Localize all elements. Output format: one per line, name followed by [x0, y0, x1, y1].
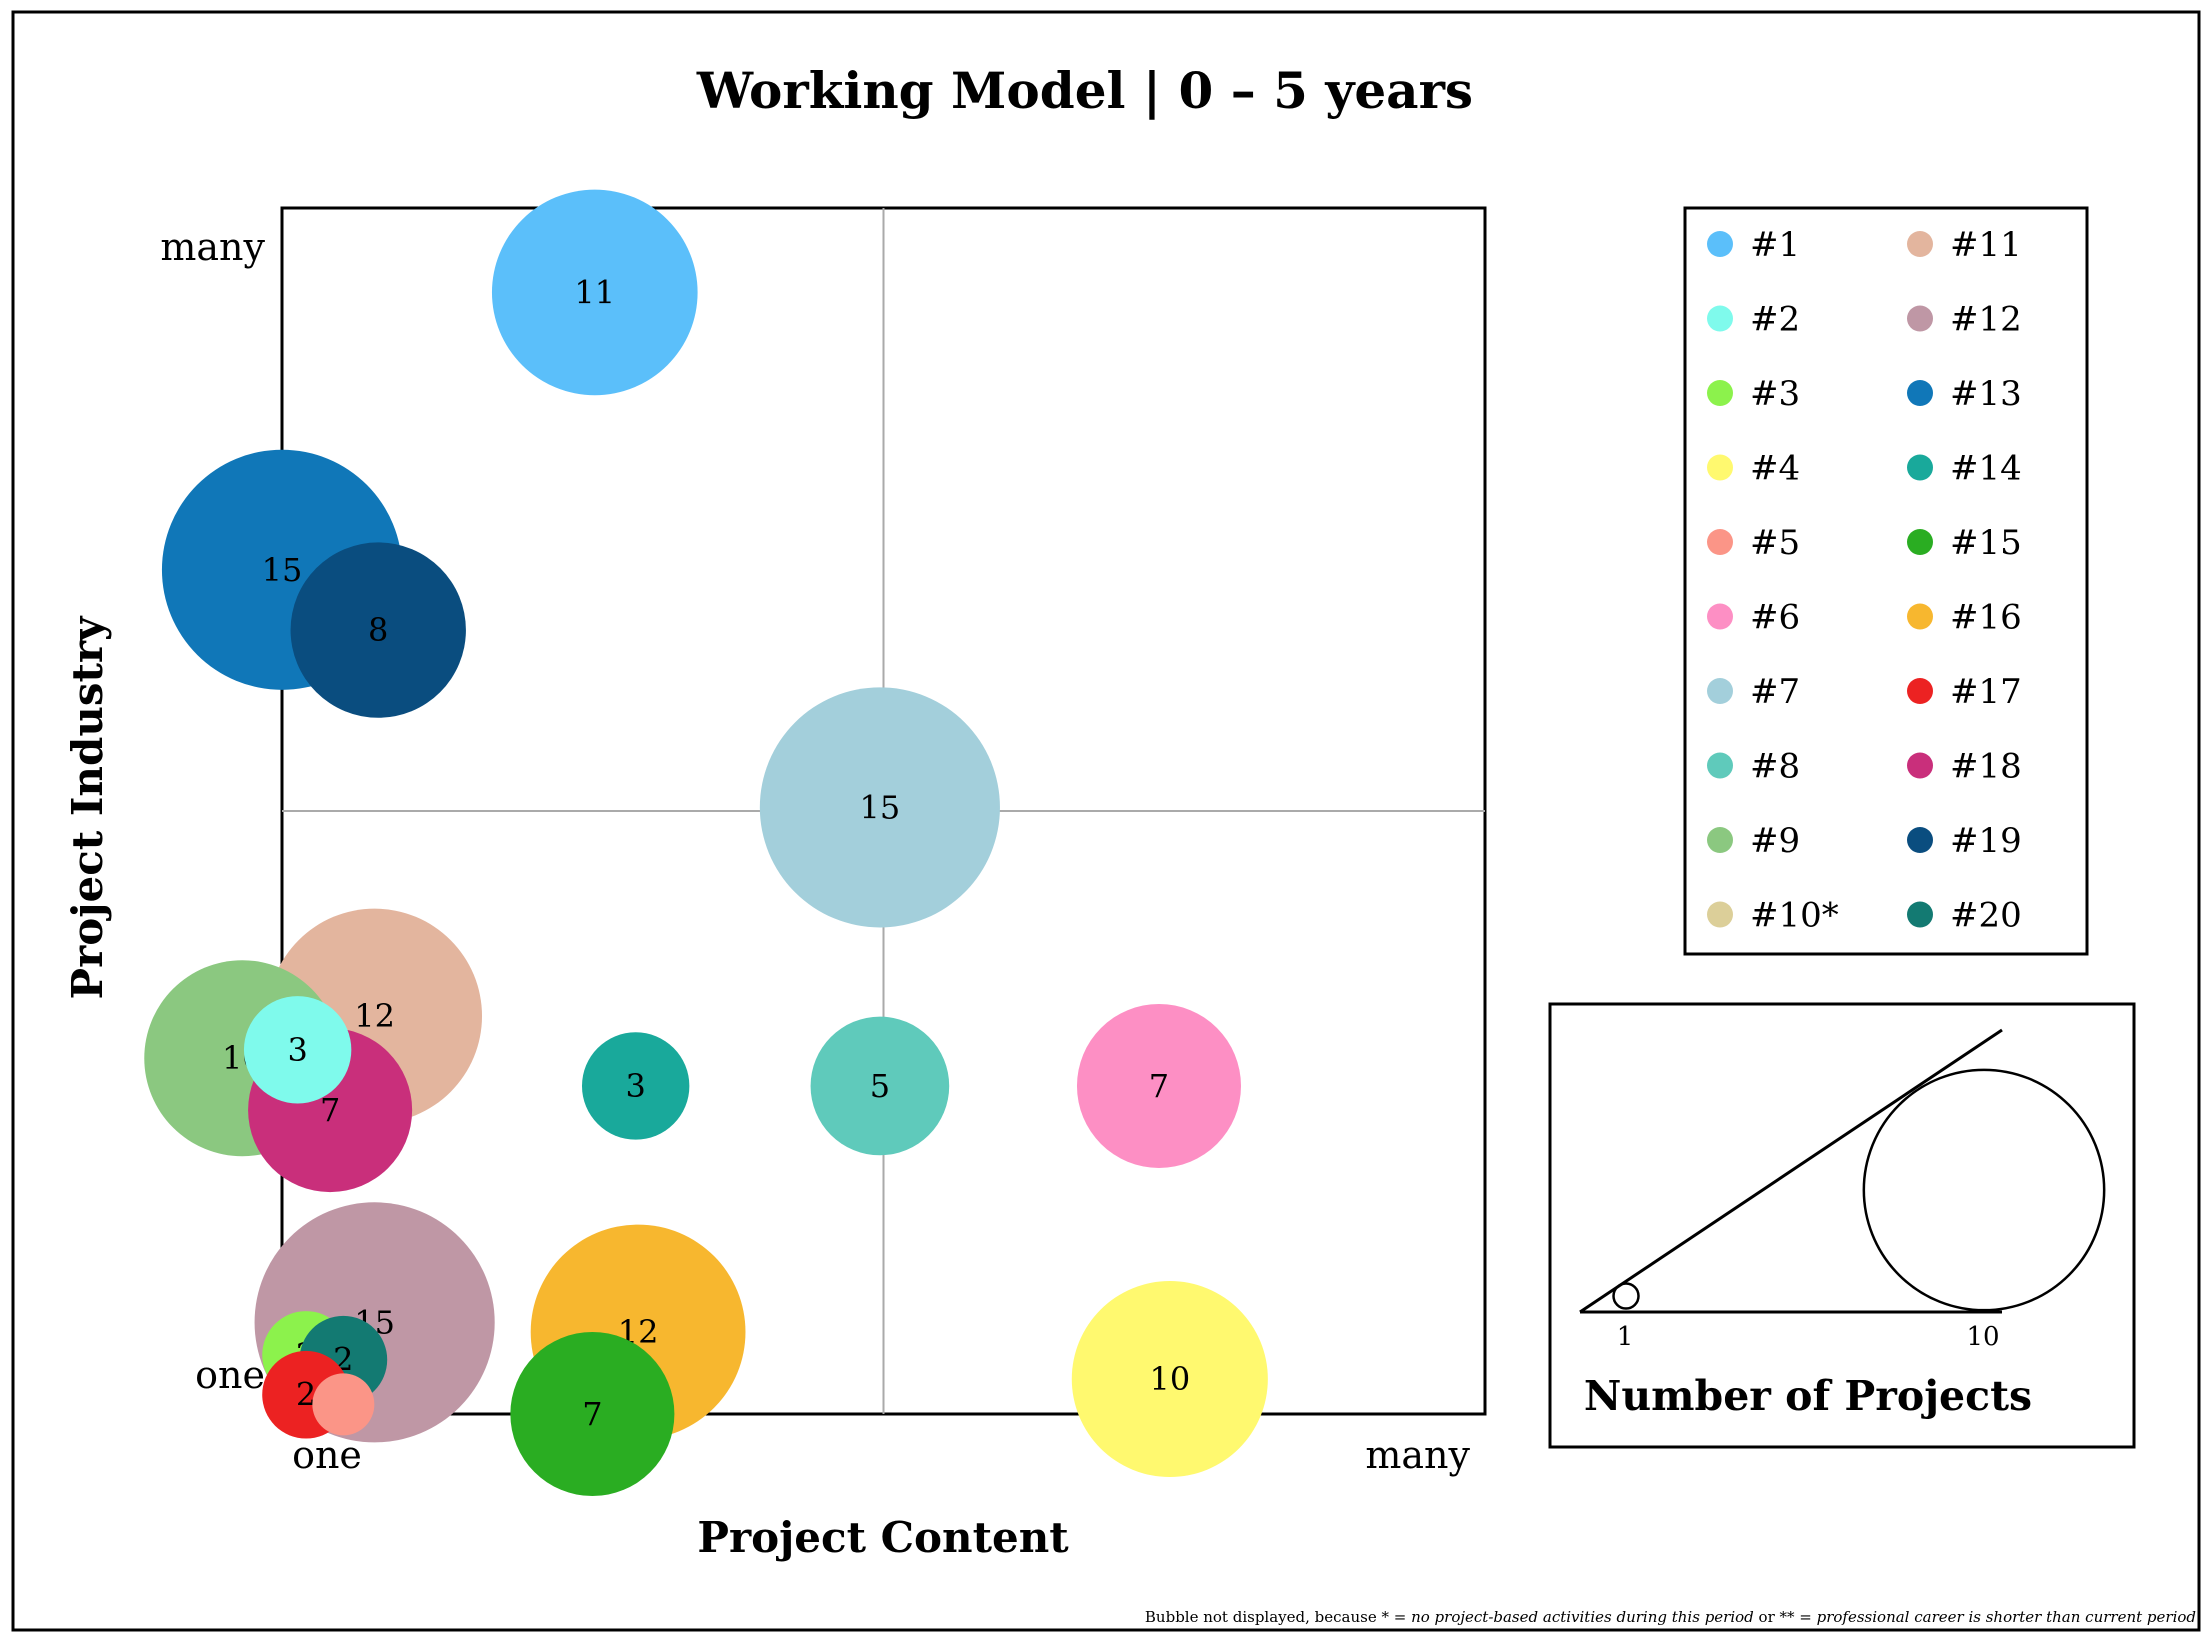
bubble-1 — [491, 189, 698, 396]
bubble-label-11: 12 — [354, 997, 395, 1035]
bubble-6 — [1076, 1003, 1242, 1168]
size-key-max-label: 10 — [1966, 1322, 1999, 1352]
legend-swatch-15 — [1907, 529, 1933, 555]
legend-label-12: #12 — [1950, 300, 2022, 340]
y-axis-label: Project Industry — [63, 615, 112, 999]
legend-label-18: #18 — [1950, 747, 2022, 787]
y-tick-label-many: many — [160, 225, 265, 269]
footnote-middle: or ** = — [1754, 1608, 1817, 1626]
bubble-label-8: 5 — [870, 1067, 890, 1105]
legend-swatch-17 — [1907, 678, 1933, 704]
legend-label-16: #16 — [1950, 598, 2022, 638]
x-tick-label-many: many — [1365, 1433, 1470, 1477]
legend-swatch-4 — [1707, 454, 1733, 481]
legend-label-1: #1 — [1750, 225, 1800, 265]
bubble-label-18: 7 — [320, 1091, 340, 1129]
legend-label-17: #17 — [1950, 672, 2022, 712]
bubble-14 — [581, 1032, 690, 1140]
bubble-5 — [312, 1373, 375, 1436]
legend-swatch-14 — [1907, 454, 1933, 481]
footnote: Bubble not displayed, because * = no pro… — [1145, 1608, 2196, 1626]
size-key-min-label: 1 — [1617, 1322, 1634, 1352]
x-axis-label: Project Content — [697, 1513, 1069, 1562]
legend-swatch-6 — [1707, 603, 1733, 630]
size-key-max-circle — [1862, 1068, 2106, 1312]
bubble-8 — [810, 1016, 950, 1156]
bubble-label-7: 15 — [860, 788, 901, 826]
legend-swatch-12 — [1907, 305, 1933, 332]
legend-swatch-10 — [1707, 901, 1733, 928]
bubble-15 — [510, 1331, 675, 1497]
bubble-label-13: 15 — [262, 551, 303, 589]
bubble-label-19: 8 — [368, 611, 388, 649]
bubble-label-15: 7 — [582, 1395, 602, 1433]
legend-swatch-20 — [1907, 901, 1933, 928]
legend-swatch-2 — [1707, 305, 1733, 332]
legend-swatch-19 — [1907, 827, 1933, 853]
bubble-label-6: 7 — [1149, 1067, 1169, 1105]
footnote-reason-2: professional career is shorter than curr… — [1817, 1608, 2196, 1626]
bubble-19 — [290, 542, 466, 718]
footnote-reason-1: no project-based activities during this … — [1411, 1608, 1754, 1626]
size-key-min-circle — [1612, 1282, 1640, 1310]
legend-frame — [1683, 206, 2089, 956]
legend-label-9: #9 — [1750, 821, 1800, 861]
legend-label-8: #8 — [1750, 747, 1800, 787]
legend-label-3: #3 — [1750, 374, 1800, 414]
size-key: 1 10 Number of Projects — [1548, 1002, 2136, 1449]
size-key-slope-line — [1579, 1028, 2003, 1314]
legend-swatch-16 — [1907, 603, 1933, 630]
bubble-4 — [1071, 1280, 1268, 1478]
legend-label-7: #7 — [1750, 672, 1800, 712]
legend-label-2: #2 — [1750, 300, 1800, 340]
legend: #1 #2 #3 #4 #5 #6 #7 #8 #9 #10* #11 #12 #13 #14 #15 #16… — [1683, 206, 2089, 956]
legend-swatch-3 — [1707, 380, 1733, 406]
legend-label-13: #13 — [1950, 374, 2022, 414]
bubble-label-2: 3 — [287, 1031, 307, 1069]
bubble-label-17: 2 — [296, 1376, 316, 1414]
legend-label-19: #19 — [1950, 821, 2022, 861]
bubble-2 — [243, 996, 352, 1104]
chart-title: Working Model | 0 – 5 years — [696, 61, 1473, 121]
bubble-label-14: 3 — [626, 1067, 646, 1105]
bubble-label-1: 11 — [574, 273, 615, 311]
size-key-title: Number of Projects — [1584, 1372, 2032, 1420]
legend-swatch-1 — [1707, 231, 1733, 257]
bubbles-layer: 11158151210733571512710222 — [144, 189, 1268, 1497]
legend-swatch-7 — [1707, 678, 1733, 704]
legend-swatch-18 — [1907, 752, 1933, 779]
x-tick-label-one: one — [292, 1433, 362, 1477]
legend-label-5: #5 — [1750, 523, 1800, 563]
legend-swatch-13 — [1907, 380, 1933, 406]
legend-label-10: #10* — [1750, 896, 1839, 936]
legend-label-20: #20 — [1950, 896, 2022, 936]
legend-label-15: #15 — [1950, 523, 2022, 563]
bubble-7 — [759, 687, 1000, 928]
legend-label-14: #14 — [1950, 449, 2022, 489]
legend-label-6: #6 — [1750, 598, 1800, 638]
size-key-frame — [1548, 1002, 2136, 1449]
legend-swatch-8 — [1707, 752, 1733, 779]
legend-swatch-11 — [1907, 231, 1933, 257]
legend-swatch-5 — [1707, 529, 1733, 555]
legend-label-4: #4 — [1750, 449, 1800, 489]
legend-label-11: #11 — [1950, 225, 2022, 265]
footnote-prefix: Bubble not displayed, because * = — [1145, 1608, 1411, 1626]
bubble-label-4: 10 — [1149, 1360, 1190, 1398]
legend-swatch-9 — [1707, 827, 1733, 853]
y-tick-label-one: one — [195, 1353, 265, 1397]
